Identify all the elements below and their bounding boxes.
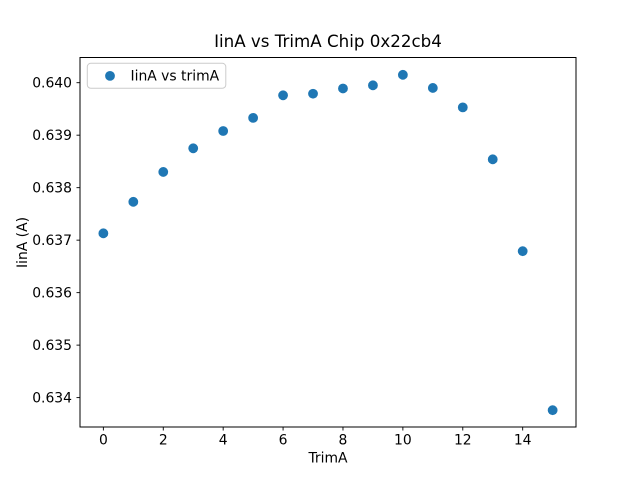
legend-box (86, 62, 227, 89)
x-tick-label: 14 (514, 432, 532, 448)
x-tick-label: 10 (394, 432, 412, 448)
scatter-point (188, 143, 199, 154)
chart-title: IinA vs TrimA Chip 0x22cb4 (214, 31, 442, 51)
x-tick-label: 12 (454, 432, 472, 448)
scatter-point (487, 154, 498, 165)
y-tick-label: 0.634 (32, 391, 72, 407)
scatter-point (248, 112, 259, 123)
y-tick-label: 0.638 (32, 181, 72, 197)
x-tick-label: 6 (279, 432, 288, 448)
x-tick-label: 8 (339, 432, 348, 448)
y-tick-label: 0.640 (32, 76, 72, 92)
scatter-point (308, 88, 318, 99)
scatter-point (338, 83, 348, 94)
y-tick-label: 0.636 (32, 286, 72, 302)
plot-layer: 0 2 4 6 8 10 12 14 0.634 0.635 0.636 0.637 0.638 0.63… (32, 69, 558, 448)
y-axis-label: IinA (A) (15, 217, 31, 268)
scatter-point (158, 167, 169, 177)
scatter-point (278, 90, 288, 101)
scatter-point (547, 405, 558, 416)
scatter-point (368, 80, 378, 91)
scatter-point (218, 126, 229, 136)
scatter-point (397, 69, 408, 80)
y-tick-label: 0.639 (32, 128, 72, 144)
x-tick-label: 2 (159, 432, 168, 448)
scatter-point (517, 246, 528, 257)
scatter-point (98, 228, 109, 239)
legend-marker-icon (105, 71, 115, 81)
plot-border (79, 57, 577, 428)
x-tick-label: 4 (219, 432, 228, 448)
x-tick-label: 0 (99, 432, 108, 448)
scatter-point (457, 102, 468, 113)
scatter-point (128, 196, 139, 207)
legend: IinA vs trimA (86, 62, 227, 89)
legend-label: IinA vs trimA (131, 69, 220, 85)
y-tick-label: 0.635 (32, 338, 72, 354)
x-axis-label: TrimA (307, 451, 348, 467)
scatter-point (427, 83, 438, 93)
y-tick-label: 0.637 (32, 233, 72, 249)
